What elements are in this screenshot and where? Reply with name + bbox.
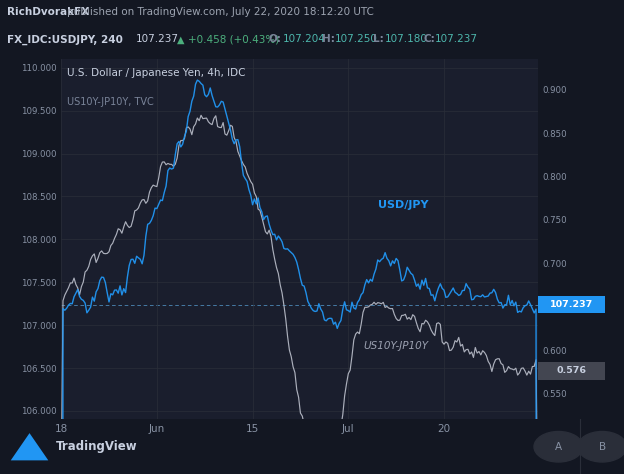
Text: USD/JPY: USD/JPY [378,200,429,210]
FancyBboxPatch shape [538,362,605,380]
Text: US10Y-JP10Y, TVC: US10Y-JP10Y, TVC [67,97,154,107]
Text: O:: O: [268,35,281,45]
Circle shape [578,431,624,462]
Text: H:: H: [322,35,335,45]
Text: 107.237: 107.237 [136,35,179,45]
Text: ▲: ▲ [177,35,185,45]
Text: 107.180: 107.180 [385,35,428,45]
Text: US10Y-JP10Y: US10Y-JP10Y [364,341,429,351]
Text: U.S. Dollar / Japanese Yen, 4h, IDC: U.S. Dollar / Japanese Yen, 4h, IDC [67,68,245,78]
FancyBboxPatch shape [538,296,605,313]
Text: 107.250: 107.250 [335,35,378,45]
Circle shape [534,431,583,462]
Text: A: A [555,442,562,452]
Text: 107.237: 107.237 [550,301,593,310]
Text: B: B [598,442,606,452]
Text: 0.576: 0.576 [557,366,587,375]
Text: +0.458 (+0.43%): +0.458 (+0.43%) [188,35,279,45]
Text: 107.204: 107.204 [283,35,326,45]
Text: RichDvorakFX: RichDvorakFX [7,7,90,17]
Text: 107.237: 107.237 [435,35,478,45]
Text: L:: L: [373,35,384,45]
Text: TradingView: TradingView [56,440,138,453]
Text: published on TradingView.com, July 22, 2020 18:12:20 UTC: published on TradingView.com, July 22, 2… [67,7,374,17]
Polygon shape [11,433,48,460]
Text: FX_IDC:USDJPY, 240: FX_IDC:USDJPY, 240 [7,35,124,45]
Text: C:: C: [423,35,435,45]
